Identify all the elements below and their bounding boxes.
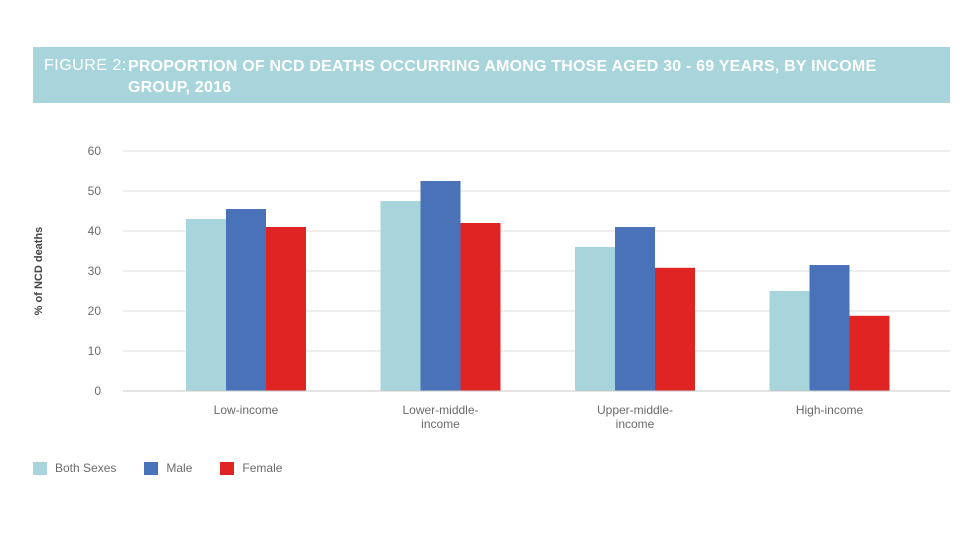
x-category-label-line: Low-income	[214, 403, 279, 417]
x-category-label-line: income	[616, 417, 655, 431]
bar-male	[809, 265, 850, 391]
bar-female	[849, 315, 890, 391]
x-category-label-line: Lower-middle-	[402, 403, 478, 417]
y-axis-label: % of NCD deaths	[33, 227, 45, 316]
y-tick-label: 20	[88, 304, 102, 318]
bar-both-sexes	[575, 247, 615, 391]
bars	[186, 181, 890, 391]
y-tick-label: 40	[88, 224, 102, 238]
bar-male	[615, 227, 655, 391]
bar-male	[420, 181, 461, 391]
y-tick-label: 30	[88, 264, 102, 278]
title-banner: FIGURE 2: PROPORTION OF NCD DEATHS OCCUR…	[33, 47, 950, 103]
y-tick-label: 60	[88, 144, 102, 158]
y-tick-label: 10	[88, 344, 102, 358]
legend-label: Male	[166, 461, 193, 475]
bar-female	[655, 267, 695, 391]
y-tick-label: 50	[88, 184, 102, 198]
chart-title: PROPORTION OF NCD DEATHS OCCURRING AMONG…	[128, 58, 877, 96]
bar-female	[460, 223, 501, 391]
legend: Both Sexes Male Female	[33, 460, 310, 476]
x-category-label: Upper-middle-income	[597, 403, 673, 431]
bar-both-sexes	[186, 219, 226, 391]
legend-item: Female	[220, 461, 282, 475]
x-category-label: Lower-middle-income	[402, 403, 478, 431]
figure-label: FIGURE 2:	[44, 57, 127, 74]
legend-item: Both Sexes	[33, 461, 116, 475]
x-category-label-line: income	[421, 417, 460, 431]
x-category-label-line: High-income	[796, 403, 864, 417]
y-axis-ticks: 0 10 20 30 40 50 60	[88, 144, 102, 398]
x-category-label: High-income	[796, 403, 864, 417]
bar-female	[266, 227, 306, 391]
bar-male	[226, 209, 266, 391]
legend-swatch	[220, 461, 235, 475]
legend-item: Male	[144, 461, 192, 475]
x-category-label: Low-income	[214, 403, 279, 417]
legend-label: Female	[242, 461, 283, 475]
x-axis-categories: Low-income Lower-middle-incomeUpper-middl…	[214, 403, 864, 431]
x-category-label-line: Upper-middle-	[597, 403, 673, 417]
legend-swatch	[33, 461, 47, 475]
legend-label: Both Sexes	[55, 461, 117, 475]
legend-swatch	[144, 461, 159, 475]
bar-both-sexes	[769, 291, 810, 391]
y-tick-label: 0	[94, 384, 101, 398]
bar-both-sexes	[380, 201, 421, 391]
